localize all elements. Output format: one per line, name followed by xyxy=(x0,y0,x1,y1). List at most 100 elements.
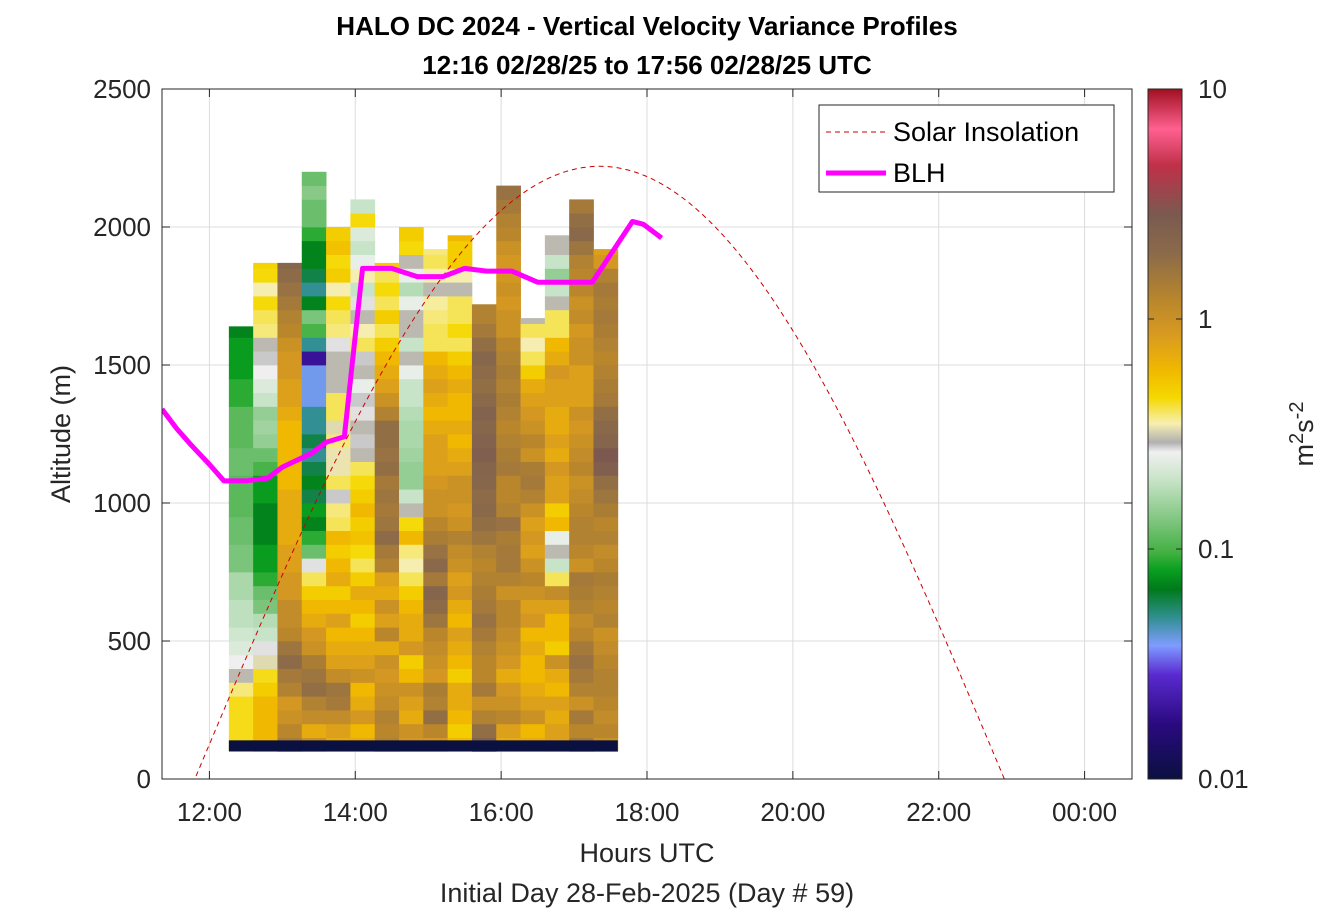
heatmap-cell xyxy=(374,710,400,725)
heatmap-cell xyxy=(253,262,278,269)
heatmap-cell xyxy=(326,585,351,600)
heatmap-cell xyxy=(471,434,497,449)
heatmap-cell xyxy=(301,378,327,393)
x-tick-label-1: 14:00 xyxy=(323,797,388,827)
heatmap-cell xyxy=(399,641,424,656)
heatmap-cell xyxy=(496,544,521,559)
heatmap-cell xyxy=(593,392,619,407)
heatmap-cell xyxy=(399,503,424,518)
heatmap-cell xyxy=(253,613,278,628)
heatmap-cell xyxy=(423,296,449,311)
heatmap-cell xyxy=(399,627,424,642)
heatmap-cell xyxy=(544,365,570,380)
heatmap-cell xyxy=(520,627,546,642)
heatmap-cell xyxy=(593,654,619,669)
heatmap-cell xyxy=(471,378,497,393)
heatmap-cell xyxy=(253,337,278,352)
heatmap-cell xyxy=(520,434,546,449)
heatmap-cell xyxy=(228,627,254,642)
heatmap-cell xyxy=(301,585,327,600)
heatmap-cell xyxy=(471,516,497,531)
heatmap-cell xyxy=(253,627,278,642)
heatmap-cell xyxy=(253,296,278,311)
heatmap-cell xyxy=(447,406,473,421)
heatmap-cell xyxy=(326,503,351,518)
heatmap-cell xyxy=(423,710,449,725)
heatmap-cell xyxy=(569,641,594,656)
heatmap-cell xyxy=(374,309,400,324)
heatmap-cell xyxy=(228,544,254,559)
heatmap-cell xyxy=(520,503,546,518)
heatmap-cell xyxy=(228,365,254,380)
heatmap-cell xyxy=(253,268,278,283)
heatmap-cell xyxy=(350,516,376,531)
x-tick-label-5: 22:00 xyxy=(906,797,971,827)
heatmap-cell xyxy=(399,710,424,725)
heatmap-cell xyxy=(350,351,376,366)
heatmap-cell xyxy=(277,696,303,711)
heatmap-cell xyxy=(277,337,303,352)
heatmap-cell xyxy=(326,296,351,311)
heatmap-cell xyxy=(569,378,594,393)
heatmap-cell xyxy=(496,213,521,228)
heatmap-cell xyxy=(423,572,449,587)
heatmap-cell xyxy=(447,378,473,393)
heatmap-cell xyxy=(544,461,570,476)
heatmap-cell xyxy=(277,392,303,407)
x-tick-label-0: 12:00 xyxy=(177,797,242,827)
heatmap-cell xyxy=(520,682,546,697)
heatmap-cell xyxy=(520,337,546,352)
heatmap-cell xyxy=(593,572,619,587)
heatmap-cell xyxy=(228,420,254,435)
heatmap-cell xyxy=(423,544,449,559)
heatmap-cell xyxy=(520,489,546,504)
heatmap-cell xyxy=(569,227,594,242)
heatmap-cell xyxy=(301,199,327,214)
heatmap-cell xyxy=(350,572,376,587)
heatmap-cell xyxy=(423,434,449,449)
heatmap-cell xyxy=(399,599,424,614)
heatmap-cell xyxy=(253,723,278,738)
heatmap-cell xyxy=(520,544,546,559)
y-tick-label-5: 2500 xyxy=(93,74,151,104)
heatmap-cell xyxy=(301,254,327,269)
heatmap-cell xyxy=(569,323,594,338)
heatmap-cell xyxy=(253,710,278,725)
heatmap-cell xyxy=(593,696,619,711)
heatmap-cell xyxy=(399,254,424,269)
heatmap-cell xyxy=(350,558,376,573)
colorbar-tick-label-3: 10 xyxy=(1198,74,1227,104)
heatmap-cell xyxy=(471,572,497,587)
heatmap-cell xyxy=(301,682,327,697)
heatmap-cell xyxy=(399,406,424,421)
heatmap-cell xyxy=(569,682,594,697)
heatmap-cell xyxy=(520,461,546,476)
heatmap-cell xyxy=(350,613,376,628)
heatmap-cell xyxy=(496,185,521,200)
heatmap-cell xyxy=(228,696,254,711)
y-tick-label-1: 500 xyxy=(108,626,151,656)
heatmap-cell xyxy=(423,530,449,545)
heatmap-cell xyxy=(423,668,449,683)
heatmap-cell xyxy=(399,516,424,531)
heatmap-cell xyxy=(496,365,521,380)
heatmap-cell xyxy=(399,613,424,628)
legend-blh-label: BLH xyxy=(893,158,946,188)
heatmap-cell xyxy=(277,268,303,283)
heatmap-cell xyxy=(447,613,473,628)
heatmap-cell xyxy=(544,392,570,407)
heatmap-cell xyxy=(496,282,521,297)
y-tick-label-0: 0 xyxy=(137,764,151,794)
heatmap-cell xyxy=(423,323,449,338)
heatmap-cell xyxy=(423,654,449,669)
heatmap-cell xyxy=(544,337,570,352)
heatmap-cell xyxy=(569,489,594,504)
heatmap-cell xyxy=(423,447,449,462)
heatmap-cell xyxy=(301,558,327,573)
x-tick-label-4: 20:00 xyxy=(760,797,825,827)
heatmap-cell xyxy=(471,544,497,559)
heatmap-cell xyxy=(301,309,327,324)
heatmap-cell xyxy=(277,585,303,600)
heatmap-cell xyxy=(374,434,400,449)
heatmap-cell xyxy=(593,282,619,297)
